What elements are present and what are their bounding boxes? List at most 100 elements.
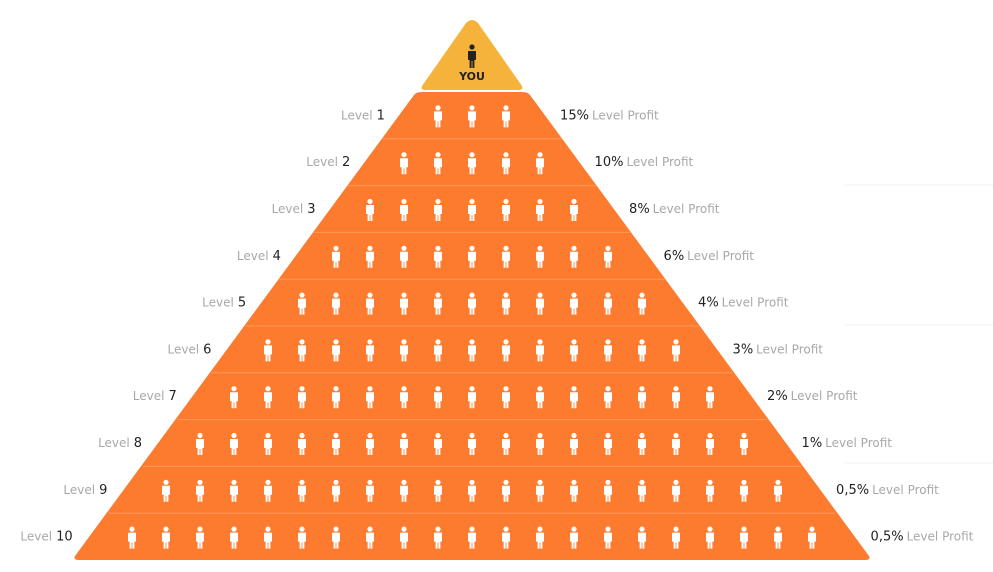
person-body xyxy=(638,532,646,549)
person-body xyxy=(570,251,578,268)
person-head xyxy=(299,386,305,392)
person-body xyxy=(434,205,442,221)
level-number: 4 xyxy=(273,248,281,263)
person-head xyxy=(639,339,645,345)
person-body xyxy=(366,485,374,502)
person-body xyxy=(434,392,442,409)
person-icon xyxy=(536,198,544,221)
profit-label: 10% Level Profit xyxy=(595,155,694,170)
person-body xyxy=(298,439,306,455)
person-icon xyxy=(230,386,238,409)
person-icon xyxy=(434,152,442,175)
person-head xyxy=(673,386,679,392)
person-icon xyxy=(366,292,374,315)
person-head xyxy=(571,245,577,251)
person-body xyxy=(502,251,510,268)
person-body xyxy=(638,392,646,409)
level-row: Level 3 8% Level Profit xyxy=(272,185,720,221)
person-body xyxy=(366,345,374,362)
person-body xyxy=(502,158,510,175)
person-body xyxy=(332,532,340,549)
person-body xyxy=(774,532,782,549)
person-body xyxy=(570,532,578,549)
person-icon xyxy=(434,432,442,455)
profit-text: Level Profit xyxy=(907,529,974,543)
person-icon xyxy=(638,526,646,549)
person-icon xyxy=(400,386,408,409)
person-head xyxy=(367,198,373,205)
profit-label: 0,5% Level Profit xyxy=(836,482,939,497)
profit-value: 15% xyxy=(560,108,589,123)
person-body xyxy=(570,205,578,221)
profit-label: 3% Level Profit xyxy=(733,342,824,357)
person-head xyxy=(503,198,509,205)
person-icon xyxy=(434,245,442,268)
level-label: Level 6 xyxy=(167,342,211,357)
person-icon xyxy=(400,152,408,175)
person-body xyxy=(400,485,408,502)
person-head xyxy=(435,386,441,392)
person-body xyxy=(604,532,612,549)
person-icon xyxy=(502,292,510,315)
person-body xyxy=(740,439,748,455)
person-head xyxy=(503,479,509,485)
person-body xyxy=(740,485,748,502)
person-head xyxy=(231,386,237,392)
person-body xyxy=(570,298,578,315)
profit-value: 4% xyxy=(698,295,719,310)
person-head xyxy=(401,479,407,485)
person-body xyxy=(332,345,340,362)
person-head xyxy=(639,292,645,298)
level-prefix: Level xyxy=(272,202,304,216)
person-body xyxy=(400,439,408,455)
level-row: Level 7 2% Level Profit xyxy=(133,372,858,409)
person-body xyxy=(400,392,408,409)
person-icon xyxy=(196,479,204,502)
person-head xyxy=(469,339,475,345)
person-body xyxy=(332,392,340,409)
person-icon xyxy=(604,479,612,502)
level-row: Level 9 0,5% Level Profit xyxy=(63,465,939,502)
person-head xyxy=(367,386,373,392)
person-body xyxy=(434,158,442,175)
person-head xyxy=(469,386,475,392)
person-icon xyxy=(434,292,442,315)
person-head xyxy=(163,526,169,532)
person-body xyxy=(298,392,306,409)
level-row: Level 6 3% Level Profit xyxy=(167,325,824,362)
person-body xyxy=(264,345,272,362)
person-body xyxy=(536,205,544,221)
person-body xyxy=(264,485,272,502)
person-head xyxy=(605,432,611,439)
person-icon xyxy=(740,432,748,455)
person-head xyxy=(367,245,373,251)
person-icon xyxy=(196,526,204,549)
person-icon xyxy=(808,526,816,549)
level-row: Level 8 1% Level Profit xyxy=(98,419,892,455)
person-head xyxy=(639,526,645,532)
profit-text: Level Profit xyxy=(825,436,892,450)
level-label: Level 8 xyxy=(98,436,142,451)
person-icon xyxy=(366,339,374,362)
person-icon xyxy=(502,526,510,549)
person-icon xyxy=(570,339,578,362)
person-icon xyxy=(536,152,544,175)
person-body xyxy=(298,345,306,362)
person-icon xyxy=(298,432,306,455)
person-body xyxy=(298,298,306,315)
person-icon xyxy=(434,339,442,362)
person-head xyxy=(741,479,747,485)
person-body xyxy=(502,485,510,502)
person-head xyxy=(435,339,441,345)
person-icon xyxy=(434,526,442,549)
person-body xyxy=(128,532,136,549)
person-body xyxy=(434,251,442,268)
person-head xyxy=(333,432,339,439)
person-head xyxy=(163,479,169,485)
person-body xyxy=(332,298,340,315)
person-icon xyxy=(400,479,408,502)
person-head xyxy=(673,526,679,532)
person-head xyxy=(537,339,543,345)
profit-text: Level Profit xyxy=(872,482,939,496)
person-body xyxy=(468,205,476,221)
